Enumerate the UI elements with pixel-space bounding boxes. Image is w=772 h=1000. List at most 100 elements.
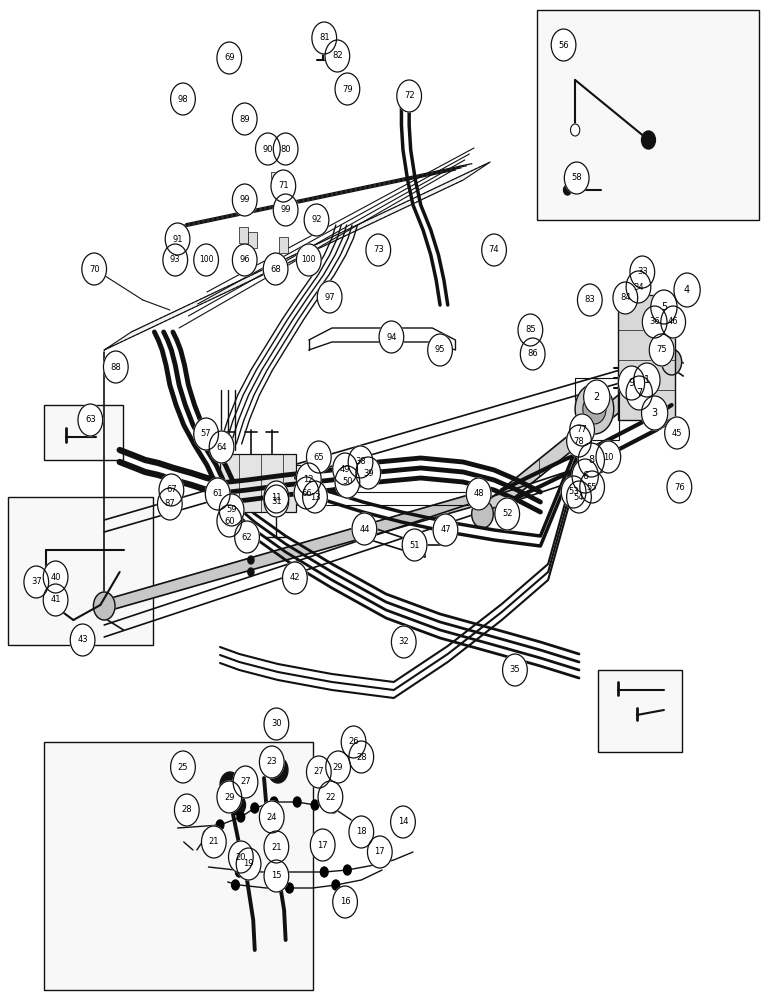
Circle shape xyxy=(518,314,543,346)
Text: 51: 51 xyxy=(409,540,420,550)
Text: 9: 9 xyxy=(628,378,635,388)
Circle shape xyxy=(333,886,357,918)
Circle shape xyxy=(311,800,319,810)
Circle shape xyxy=(349,741,374,773)
Circle shape xyxy=(352,513,377,545)
Circle shape xyxy=(248,568,254,576)
Circle shape xyxy=(503,654,527,686)
Text: 44: 44 xyxy=(359,524,370,534)
Text: 69: 69 xyxy=(224,53,235,62)
Polygon shape xyxy=(104,492,479,612)
Circle shape xyxy=(236,848,261,880)
Circle shape xyxy=(256,133,280,165)
Circle shape xyxy=(286,883,293,893)
Circle shape xyxy=(397,80,422,112)
Circle shape xyxy=(662,349,682,375)
Text: 36: 36 xyxy=(649,318,660,326)
Circle shape xyxy=(43,584,68,616)
Circle shape xyxy=(232,103,257,135)
FancyBboxPatch shape xyxy=(271,172,280,188)
Circle shape xyxy=(294,477,319,509)
Circle shape xyxy=(630,256,655,288)
Text: 55: 55 xyxy=(587,483,598,491)
Text: 80: 80 xyxy=(280,144,291,153)
Circle shape xyxy=(649,334,674,366)
Circle shape xyxy=(330,803,337,813)
Circle shape xyxy=(248,556,254,564)
Circle shape xyxy=(217,781,242,813)
Circle shape xyxy=(402,529,427,561)
Circle shape xyxy=(575,384,614,434)
Circle shape xyxy=(642,306,667,338)
Text: 28: 28 xyxy=(181,806,192,814)
Text: 78: 78 xyxy=(574,436,584,446)
Circle shape xyxy=(171,751,195,783)
Circle shape xyxy=(232,244,257,276)
Circle shape xyxy=(326,751,350,783)
Text: 91: 91 xyxy=(172,234,183,243)
Circle shape xyxy=(551,29,576,61)
Circle shape xyxy=(194,418,218,450)
Text: 19: 19 xyxy=(243,859,254,868)
Text: 31: 31 xyxy=(271,496,282,506)
Circle shape xyxy=(367,836,392,868)
Circle shape xyxy=(626,271,651,303)
Text: 74: 74 xyxy=(489,245,499,254)
Text: 32: 32 xyxy=(398,638,409,647)
Circle shape xyxy=(70,624,95,656)
Circle shape xyxy=(348,446,373,478)
Circle shape xyxy=(259,801,284,833)
Text: 35: 35 xyxy=(510,666,520,674)
Text: 77: 77 xyxy=(577,426,587,434)
Text: 27: 27 xyxy=(240,778,251,786)
Text: 18: 18 xyxy=(356,828,367,836)
Circle shape xyxy=(220,772,240,798)
Circle shape xyxy=(24,566,49,598)
Circle shape xyxy=(577,284,602,316)
Circle shape xyxy=(194,244,218,276)
Text: 17: 17 xyxy=(374,848,385,856)
Circle shape xyxy=(304,204,329,236)
Text: 12: 12 xyxy=(303,475,314,484)
Text: 8: 8 xyxy=(588,455,594,465)
Text: 84: 84 xyxy=(620,294,631,302)
FancyBboxPatch shape xyxy=(8,497,153,645)
Text: 21: 21 xyxy=(208,838,219,846)
Text: 56: 56 xyxy=(558,40,569,49)
Text: 99: 99 xyxy=(280,206,291,215)
Circle shape xyxy=(618,366,645,400)
Circle shape xyxy=(332,880,340,890)
Circle shape xyxy=(233,766,258,798)
Text: 45: 45 xyxy=(672,428,682,438)
Text: 41: 41 xyxy=(50,595,61,604)
Circle shape xyxy=(306,756,331,788)
Text: 94: 94 xyxy=(386,332,397,342)
Circle shape xyxy=(626,376,652,410)
FancyBboxPatch shape xyxy=(248,232,257,248)
Circle shape xyxy=(325,40,350,72)
Text: 1: 1 xyxy=(644,375,650,385)
Text: 29: 29 xyxy=(333,762,344,772)
Text: 72: 72 xyxy=(404,92,415,101)
Text: 38: 38 xyxy=(355,458,366,466)
Circle shape xyxy=(333,453,357,485)
Circle shape xyxy=(466,478,491,510)
Circle shape xyxy=(159,474,184,506)
Circle shape xyxy=(165,223,190,255)
Text: 89: 89 xyxy=(239,114,250,123)
Circle shape xyxy=(495,498,520,530)
Text: 61: 61 xyxy=(212,489,223,498)
Text: 64: 64 xyxy=(216,442,227,452)
Circle shape xyxy=(216,820,224,830)
Circle shape xyxy=(174,794,199,826)
Circle shape xyxy=(259,746,284,778)
Circle shape xyxy=(482,234,506,266)
Text: 20: 20 xyxy=(235,852,246,861)
Text: 52: 52 xyxy=(502,510,513,518)
Text: 82: 82 xyxy=(332,51,343,60)
Text: 85: 85 xyxy=(525,326,536,334)
FancyBboxPatch shape xyxy=(44,742,313,990)
Circle shape xyxy=(428,334,452,366)
Circle shape xyxy=(251,803,259,813)
Text: 47: 47 xyxy=(440,526,451,534)
